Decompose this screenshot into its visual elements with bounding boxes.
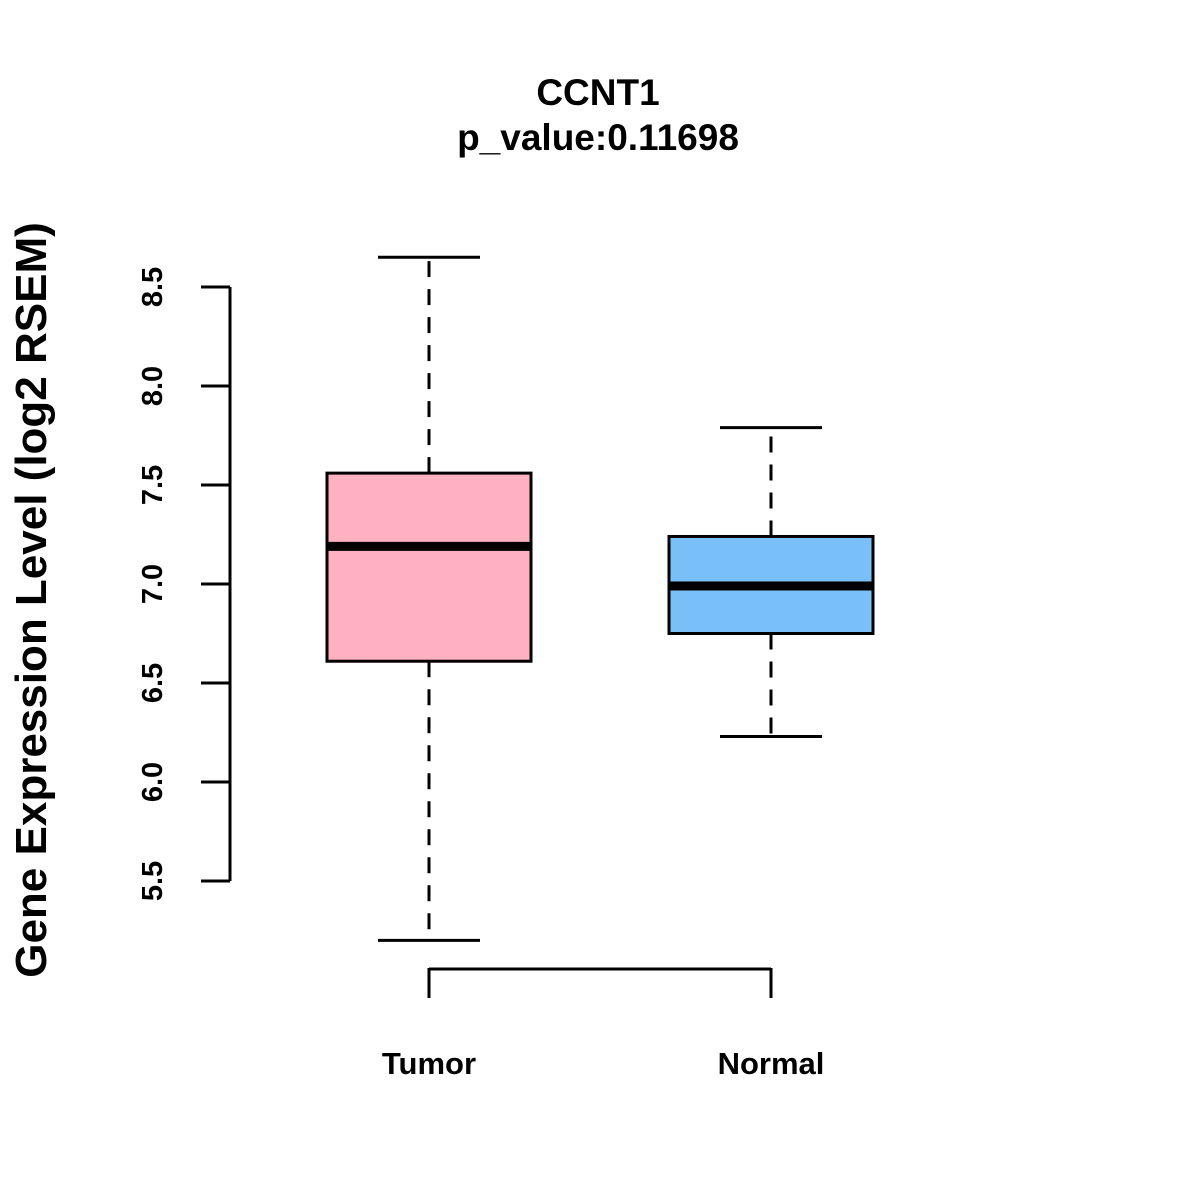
y-axis: 5.5 6.0 6.5 7.0 7.5 8.0 8.5	[137, 267, 232, 901]
y-tick-label: 6.0	[137, 762, 169, 802]
box-tumor	[325, 255, 533, 942]
category-labels: Tumor Normal	[382, 1046, 824, 1081]
y-tick-label: 6.5	[137, 663, 169, 703]
y-tick-label: 5.5	[137, 861, 169, 901]
category-label-tumor: Tumor	[382, 1046, 476, 1081]
y-tick-label: 7.5	[137, 465, 169, 505]
box-series	[325, 255, 875, 942]
y-tick-label: 8.5	[137, 267, 169, 307]
y-axis-label: Gene Expression Level (log2 RSEM)	[7, 222, 56, 978]
y-tick-label: 8.0	[137, 366, 169, 406]
chart-subtitle: p_value:0.11698	[457, 117, 739, 158]
chart-title: CCNT1	[536, 72, 659, 113]
box-iqr	[325, 471, 533, 663]
box-normal	[667, 426, 875, 738]
category-label-normal: Normal	[718, 1046, 825, 1081]
x-axis-bracket	[427, 967, 773, 998]
y-tick-label: 7.0	[137, 564, 169, 604]
